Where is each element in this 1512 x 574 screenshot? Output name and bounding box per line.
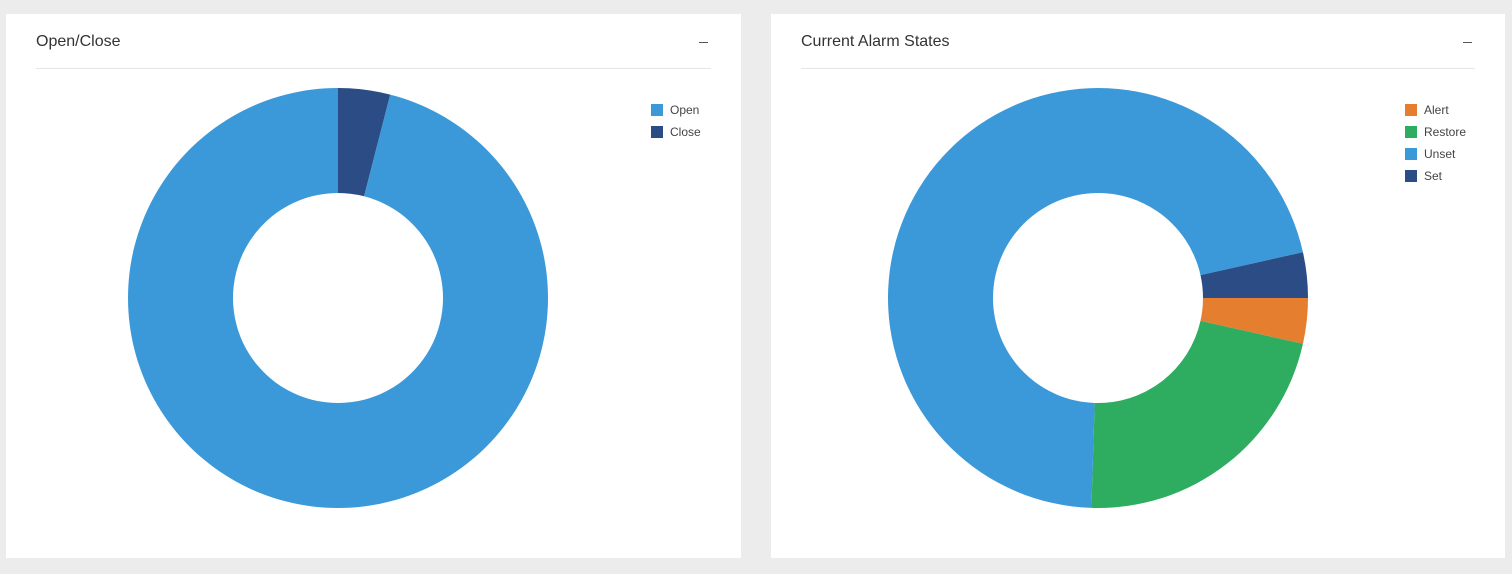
panel-title: Open/Close xyxy=(36,33,121,50)
legend-label: Set xyxy=(1424,169,1443,183)
legend-swatch xyxy=(1405,170,1417,182)
collapse-button[interactable] xyxy=(697,32,711,50)
legend-label: Restore xyxy=(1424,125,1467,139)
alarm-states-panel: Current Alarm States Alert Restore Unset Se… xyxy=(771,14,1505,558)
legend-swatch xyxy=(651,126,663,138)
legend-label: Unset xyxy=(1424,147,1456,161)
legend-item-restore[interactable]: Restore xyxy=(1405,121,1466,143)
minus-icon xyxy=(699,42,708,43)
legend-item-open[interactable]: Open xyxy=(651,99,701,121)
chart-legend: Alert Restore Unset Set xyxy=(1405,99,1466,187)
slice-unset[interactable] xyxy=(888,87,1303,508)
slice-alert[interactable] xyxy=(1200,298,1308,344)
panel-header: Current Alarm States xyxy=(801,14,1475,69)
legend-item-alert[interactable]: Alert xyxy=(1405,99,1466,121)
open-close-donut-chart xyxy=(128,88,548,509)
open-close-panel: Open/Close Open Close xyxy=(6,14,741,558)
legend-swatch xyxy=(1405,104,1417,116)
panel-header: Open/Close xyxy=(36,14,711,69)
chart-legend: Open Close xyxy=(651,99,701,143)
legend-swatch xyxy=(1405,126,1417,138)
legend-label: Open xyxy=(670,103,700,117)
legend-item-close[interactable]: Close xyxy=(651,121,701,143)
legend-swatch xyxy=(651,104,663,116)
slice-open[interactable] xyxy=(128,88,548,509)
slice-close[interactable] xyxy=(338,88,391,197)
slice-set[interactable] xyxy=(1200,252,1308,298)
legend-label: Alert xyxy=(1424,103,1449,117)
alarm-states-donut-chart xyxy=(888,87,1308,508)
panel-title: Current Alarm States xyxy=(801,33,950,50)
legend-item-set[interactable]: Set xyxy=(1405,165,1466,187)
slice-restore[interactable] xyxy=(1091,320,1303,508)
legend-item-unset[interactable]: Unset xyxy=(1405,143,1466,165)
minus-icon xyxy=(1463,42,1472,43)
legend-swatch xyxy=(1405,148,1417,160)
collapse-button[interactable] xyxy=(1461,32,1475,50)
legend-label: Close xyxy=(670,125,701,139)
